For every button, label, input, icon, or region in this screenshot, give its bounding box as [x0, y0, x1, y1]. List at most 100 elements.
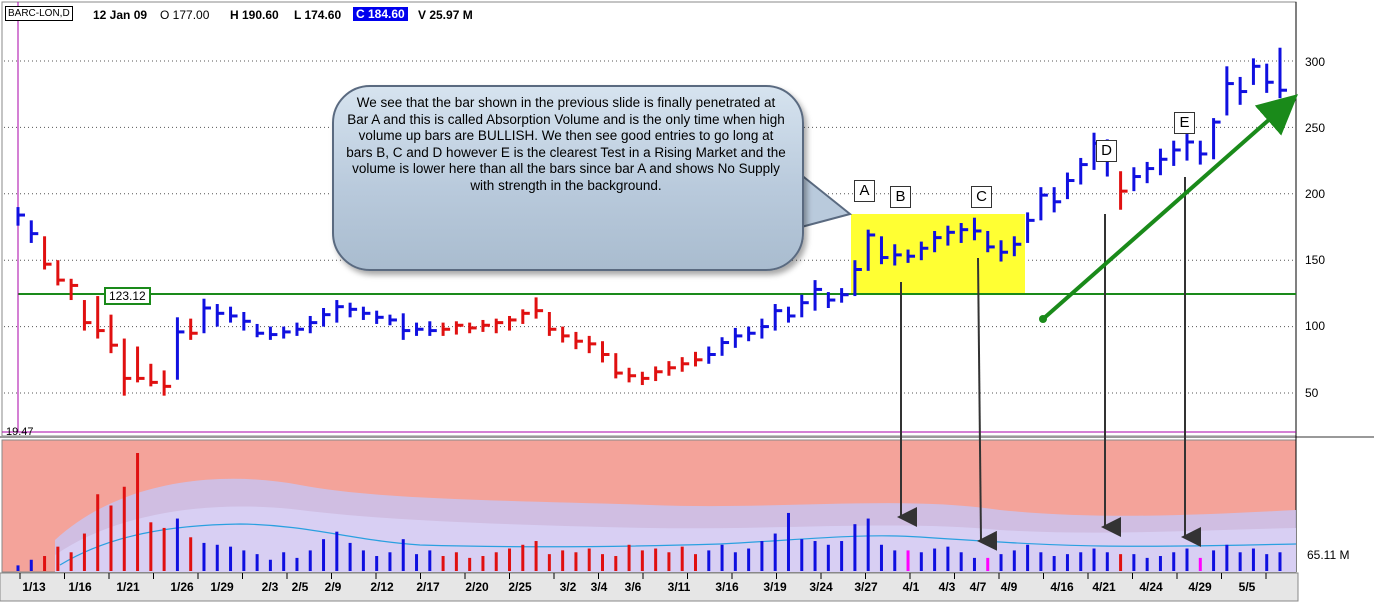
symbol-box[interactable]: BARC-LON,D — [5, 6, 73, 21]
price-bar — [136, 346, 145, 383]
price-bar — [415, 322, 424, 336]
price-bar — [428, 321, 437, 336]
price-bar — [693, 351, 703, 367]
x-tick-label: 3/11 — [667, 580, 691, 594]
price-bar — [1145, 161, 1155, 184]
price-bar — [29, 220, 39, 243]
price-bar — [733, 327, 743, 348]
x-tick-label: 2/17 — [416, 580, 440, 594]
price-bar — [720, 337, 730, 356]
price-bar — [946, 225, 955, 246]
price-bar — [1238, 76, 1248, 105]
price-bar — [1052, 187, 1062, 213]
price-bar — [508, 315, 517, 331]
price-bar — [680, 357, 690, 372]
price-bar — [109, 314, 118, 354]
price-bar — [1198, 140, 1208, 165]
y-tick-label: 50 — [1305, 386, 1319, 400]
price-bar — [56, 260, 65, 286]
price-bar — [1185, 134, 1195, 161]
x-tick-label: 4/7 — [969, 580, 987, 594]
x-tick-label: 1/29 — [210, 580, 234, 594]
price-bar — [388, 314, 397, 326]
price-bar — [229, 306, 238, 323]
x-tick-label: 4/24 — [1139, 580, 1163, 594]
price-bar — [893, 244, 902, 266]
x-tick-label: 4/9 — [1000, 580, 1018, 594]
price-bar — [268, 326, 278, 340]
price-bar — [69, 278, 79, 301]
marker-a: A — [854, 180, 875, 202]
price-bar — [468, 322, 477, 334]
open-value: O 177.00 — [160, 8, 210, 22]
price-bar — [959, 223, 969, 243]
x-tick-label: 3/6 — [624, 580, 642, 594]
callout-bubble — [332, 85, 804, 271]
x-tick-label: 4/3 — [938, 580, 956, 594]
x-tick-label: 1/16 — [68, 580, 92, 594]
price-bar — [840, 288, 849, 303]
price-bar — [441, 322, 451, 336]
y-tick-label: 100 — [1305, 319, 1326, 333]
price-bar — [494, 318, 504, 334]
price-bar — [1119, 171, 1128, 210]
price-bar — [122, 338, 132, 396]
bar-date: 12 Jan 09 — [93, 8, 148, 22]
price-bar — [1251, 58, 1261, 85]
price-bar — [521, 309, 530, 324]
trend-arrow — [1041, 94, 1299, 321]
x-tick-label: 2/20 — [465, 580, 489, 594]
volume-band-inner — [55, 506, 1296, 572]
price-bar — [574, 331, 583, 350]
price-bar — [614, 353, 623, 379]
price-bar — [401, 313, 411, 340]
volume-value: V 25.97 M — [418, 8, 473, 22]
y-tick-label: 200 — [1305, 187, 1326, 201]
price-bar — [972, 217, 982, 241]
price-bar — [282, 326, 291, 339]
price-bar — [1079, 157, 1088, 185]
callout-text: We see that the bar shown in the previou… — [346, 95, 786, 193]
price-bar — [906, 249, 916, 263]
price-bar — [786, 306, 796, 323]
low-value: L 174.60 — [294, 8, 342, 22]
marker-d: D — [1096, 140, 1117, 162]
price-bar — [667, 361, 676, 376]
price-bar — [654, 366, 663, 382]
price-bar — [361, 306, 371, 320]
price-bar — [853, 260, 862, 297]
x-tick-label: 3/16 — [715, 580, 739, 594]
price-bar — [1039, 187, 1048, 221]
x-tick-label: 4/29 — [1188, 580, 1212, 594]
x-tick-label: 2/5 — [291, 580, 309, 594]
volume-axis-label: 65.11 M — [1307, 548, 1350, 562]
price-bar — [919, 241, 929, 261]
price-bar — [986, 230, 995, 253]
x-tick-label: 3/4 — [590, 580, 608, 594]
price-bar — [587, 335, 597, 354]
price-bar — [999, 240, 1009, 262]
high-value: H 190.60 — [230, 8, 279, 22]
x-tick-label: 2/12 — [370, 580, 394, 594]
price-bar — [335, 300, 344, 323]
price-bar — [162, 370, 172, 396]
price-bar — [879, 236, 889, 265]
price-bar — [627, 367, 637, 383]
price-bar — [1225, 66, 1234, 116]
x-tick-label: 3/27 — [854, 580, 878, 594]
price-bar — [82, 300, 92, 331]
x-tick-label: 2/3 — [261, 580, 279, 594]
price-bar — [16, 207, 25, 226]
price-bar — [1265, 63, 1274, 93]
marker-b: B — [890, 186, 911, 208]
price-bar — [707, 346, 716, 364]
price-bar — [454, 321, 464, 335]
price-bar — [773, 304, 783, 331]
x-tick-label: 3/2 — [559, 580, 577, 594]
price-bar — [202, 298, 211, 334]
price-bar — [601, 341, 610, 363]
x-tick-label: 1/21 — [116, 580, 140, 594]
price-bar — [747, 326, 756, 342]
y-tick-label: 150 — [1305, 253, 1326, 267]
price-bar — [1212, 118, 1221, 160]
